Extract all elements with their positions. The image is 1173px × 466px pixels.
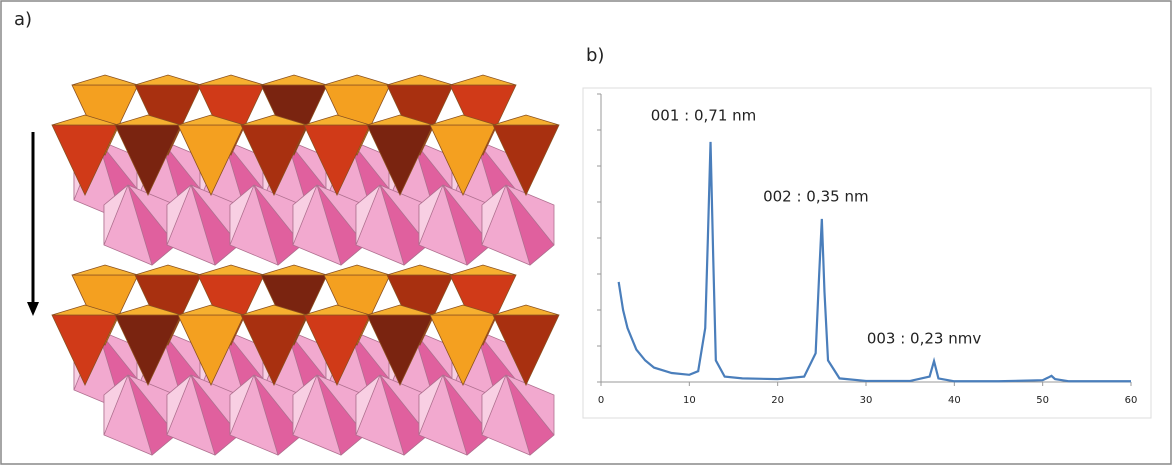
tetrahedron-face bbox=[71, 264, 139, 276]
octahedron-face bbox=[418, 184, 444, 246]
octahedron-face bbox=[229, 374, 255, 436]
tetrahedron-face bbox=[303, 114, 371, 126]
tetrahedron-face bbox=[366, 114, 434, 126]
tetrahedron-face bbox=[492, 114, 560, 126]
arrow-head bbox=[27, 302, 39, 316]
octahedron-face bbox=[103, 184, 129, 246]
x-tick-label: 60 bbox=[1125, 395, 1138, 406]
tetrahedron-face bbox=[177, 114, 245, 126]
tetrahedron-face bbox=[449, 74, 517, 86]
x-tick-label: 30 bbox=[860, 395, 873, 406]
peak-annotation: 001 : 0,71 nm bbox=[651, 106, 757, 124]
peak-annotation: 003 : 0,23 nmv bbox=[867, 330, 982, 348]
octahedron-face bbox=[355, 374, 381, 436]
tetrahedron-face bbox=[134, 264, 202, 276]
octahedron-face bbox=[292, 374, 318, 436]
octahedron-face bbox=[292, 184, 318, 246]
octahedron-face bbox=[379, 374, 429, 456]
tetrahedron-face bbox=[177, 304, 245, 316]
peak-annotation: 002 : 0,35 nm bbox=[763, 187, 869, 205]
x-tick-label: 50 bbox=[1036, 395, 1049, 406]
octahedron-face bbox=[481, 184, 507, 246]
octahedron-face bbox=[442, 184, 492, 266]
x-tick-label: 40 bbox=[948, 395, 961, 406]
tetrahedron-face bbox=[386, 264, 454, 276]
tetrahedron-face bbox=[366, 304, 434, 316]
tetrahedron-face bbox=[71, 74, 139, 86]
tetrahedron-face bbox=[429, 114, 497, 126]
octahedron-face bbox=[190, 374, 240, 456]
octahedron-face bbox=[379, 184, 429, 266]
tetrahedron-face bbox=[429, 304, 497, 316]
tetrahedron-face bbox=[114, 114, 182, 126]
tetrahedron-face bbox=[492, 304, 560, 316]
octahedron-face bbox=[253, 374, 303, 456]
octahedron-face bbox=[190, 184, 240, 266]
tetrahedron-face bbox=[260, 74, 328, 86]
tetrahedron-face bbox=[51, 114, 119, 126]
x-tick-label: 10 bbox=[683, 395, 696, 406]
octahedron-face bbox=[442, 374, 492, 456]
line-series bbox=[617, 141, 1131, 383]
octahedron-face bbox=[166, 184, 192, 246]
octahedron-face bbox=[505, 374, 555, 456]
tetrahedron-face bbox=[114, 304, 182, 316]
x-tick-label: 20 bbox=[771, 395, 784, 406]
octahedron-face bbox=[316, 374, 366, 456]
octahedron-face bbox=[253, 184, 303, 266]
chart: 0 10 20 30 40 50 60 001 : 0,71 nm 002 : 0,35 nm 0… bbox=[597, 93, 1138, 406]
octahedron-face bbox=[127, 184, 177, 266]
tetrahedron-face bbox=[197, 264, 265, 276]
tetrahedron-face bbox=[323, 74, 391, 86]
octahedron-face bbox=[505, 184, 555, 266]
tetrahedron-face bbox=[134, 74, 202, 86]
panel-label: a) bbox=[14, 9, 32, 30]
octahedron-face bbox=[355, 184, 381, 246]
octahedron-face bbox=[166, 374, 192, 436]
chart-frame bbox=[582, 87, 1152, 419]
tetrahedron-face bbox=[260, 264, 328, 276]
tetrahedron-face bbox=[303, 304, 371, 316]
octahedron-face bbox=[229, 184, 255, 246]
panel-label: b) bbox=[586, 45, 604, 66]
tetrahedron-face bbox=[197, 74, 265, 86]
octahedron-face bbox=[127, 374, 177, 456]
octahedron-face bbox=[103, 374, 129, 436]
octahedron-face bbox=[316, 184, 366, 266]
tetrahedron-face bbox=[51, 304, 119, 316]
tetrahedron-face bbox=[449, 264, 517, 276]
octahedron-face bbox=[481, 374, 507, 436]
x-tick-label: 0 bbox=[598, 395, 604, 406]
crystal-structure bbox=[51, 74, 560, 456]
tetrahedron-face bbox=[323, 264, 391, 276]
tetrahedron-face bbox=[240, 304, 308, 316]
tetrahedron-face bbox=[386, 74, 454, 86]
tetrahedron-face bbox=[240, 114, 308, 126]
octahedron-face bbox=[418, 374, 444, 436]
